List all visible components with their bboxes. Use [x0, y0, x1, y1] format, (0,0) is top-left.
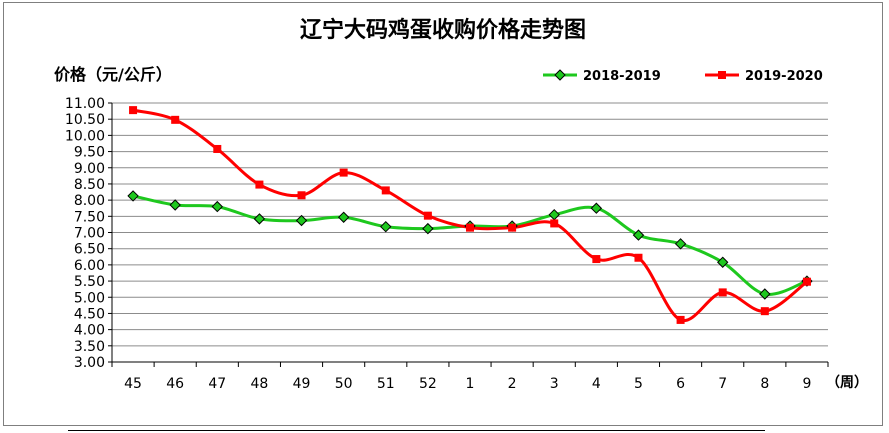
- legend-marker: [718, 71, 726, 79]
- y-tick-label: 6.50: [74, 242, 105, 258]
- data-point-2018-2019: [759, 288, 771, 300]
- data-point-2018-2019: [632, 229, 645, 241]
- chart-frame: [3, 2, 883, 426]
- legend-marker: [554, 69, 566, 81]
- x-tick-label: 6: [676, 376, 685, 392]
- data-point-2019-2020: [255, 180, 264, 189]
- data-point-2019-2020: [297, 191, 306, 200]
- y-tick-label: 3.00: [74, 355, 105, 371]
- x-tick-label: 47: [208, 376, 226, 392]
- x-tick-label: 52: [419, 376, 437, 392]
- data-point-2019-2020: [508, 223, 517, 232]
- x-tick-label: 8: [760, 376, 769, 392]
- data-point-2019-2020: [213, 144, 222, 153]
- x-tick-label: 50: [335, 376, 353, 392]
- legend-label: 2018-2019: [583, 69, 661, 84]
- data-point-2018-2019: [295, 214, 308, 227]
- x-tick-label: 1: [466, 376, 475, 392]
- series-line-2018-2019: [132, 194, 808, 296]
- bottom-rule: [68, 430, 765, 431]
- x-tick-label: 9: [802, 376, 811, 392]
- y-tick-label: 5.00: [74, 290, 105, 306]
- y-tick-labels: 3.003.504.004.505.005.506.006.507.007.50…: [65, 96, 105, 371]
- gridlines: [108, 102, 829, 367]
- data-point-2019-2020: [802, 277, 811, 286]
- data-point-2019-2020: [171, 115, 180, 124]
- x-tick-label: 3: [550, 376, 559, 392]
- data-point-2019-2020: [466, 223, 474, 232]
- data-point-2018-2019: [337, 211, 350, 223]
- data-point-2018-2019: [590, 202, 603, 214]
- x-tick-label: 51: [377, 376, 395, 392]
- x-tick-label: 5: [634, 376, 643, 392]
- data-point-2019-2020: [423, 211, 432, 220]
- y-axis-label: 价格（元/公斤）: [54, 65, 172, 84]
- data-point-2019-2020: [381, 186, 390, 195]
- data-point-2019-2020: [718, 288, 727, 297]
- x-tick-label: 4: [592, 376, 601, 392]
- data-point-2019-2020: [634, 253, 643, 262]
- y-tick-label: 9.00: [74, 161, 105, 177]
- data-point-2019-2020: [550, 219, 559, 228]
- y-tick-label: 7.00: [74, 226, 105, 242]
- x-tick-label: 45: [124, 376, 142, 392]
- y-tick-label: 9.50: [74, 145, 105, 161]
- data-point-2019-2020: [676, 315, 685, 324]
- data-point-2019-2020: [760, 307, 769, 316]
- data-point-2018-2019: [380, 220, 392, 233]
- data-point-2018-2019: [548, 208, 560, 221]
- y-tick-label: 8.50: [74, 177, 105, 193]
- data-point-2018-2019: [253, 213, 266, 225]
- y-tick-label: 4.50: [74, 306, 105, 322]
- data-point-2018-2019: [422, 222, 434, 235]
- series-group: [127, 106, 813, 324]
- x-tick-label: 46: [166, 376, 184, 392]
- data-point-2019-2020: [129, 106, 138, 115]
- data-point-2019-2020: [592, 255, 601, 264]
- series-line-2019-2020: [132, 108, 808, 323]
- y-tick-label: 6.00: [74, 258, 105, 274]
- data-point-2018-2019: [716, 256, 729, 268]
- legend-label: 2019-2020: [745, 69, 823, 84]
- y-tick-label: 3.50: [74, 339, 105, 355]
- y-tick-label: 5.50: [74, 274, 105, 290]
- data-point-2018-2019: [674, 238, 687, 250]
- data-point-2018-2019: [211, 200, 224, 213]
- y-tick-label: 4.00: [74, 323, 105, 339]
- y-tick-label: 7.50: [74, 209, 105, 225]
- data-point-2018-2019: [169, 199, 181, 211]
- x-tick-labels: 45 46 47 48 49 50 51 52 1 2 3 4 5 6 7 8 9: [124, 376, 811, 392]
- x-tick-label: 7: [718, 376, 727, 392]
- data-point-2019-2020: [339, 168, 348, 177]
- y-tick-label: 11.00: [65, 96, 105, 112]
- data-point-2018-2019: [127, 190, 139, 202]
- legend: 2018-2019 2019-2020: [543, 69, 823, 84]
- y-tick-label: 10.00: [65, 128, 105, 144]
- y-tick-label: 10.50: [65, 112, 105, 128]
- x-tick-label: 2: [508, 376, 517, 392]
- chart-title: 辽宁大码鸡蛋收购价格走势图: [300, 17, 586, 43]
- x-tick-label: 48: [250, 376, 268, 392]
- y-tick-label: 8.00: [74, 193, 105, 209]
- x-tick-label: 49: [293, 376, 311, 392]
- x-axis-label: （周）: [826, 375, 868, 391]
